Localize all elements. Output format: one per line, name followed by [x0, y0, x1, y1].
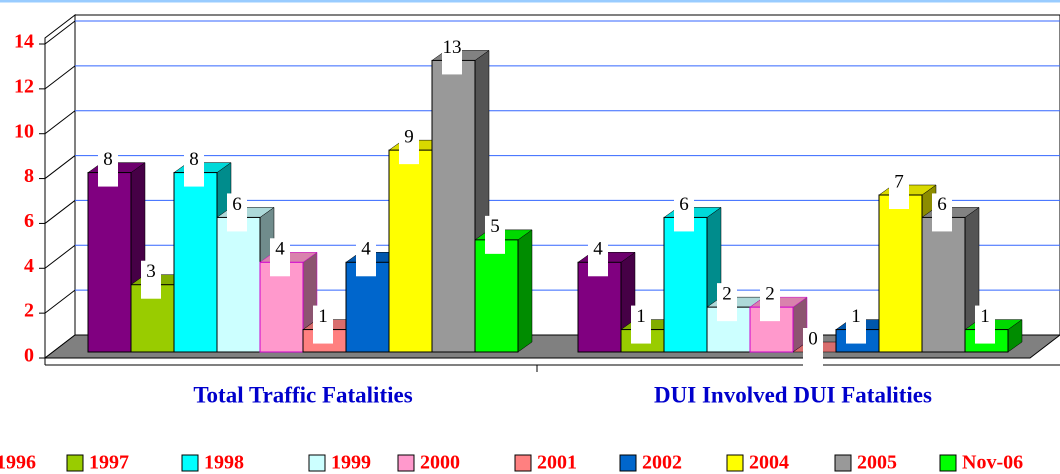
legend-label: 1999 [331, 452, 371, 474]
value-label-box [674, 193, 694, 232]
legend-swatch [397, 454, 415, 472]
legend-label: 1998 [204, 452, 244, 474]
value-label: 2 [765, 284, 775, 305]
value-label: 1 [851, 306, 861, 327]
x-tick-label: DUI Involved DUI Fatalities [654, 382, 932, 407]
bar [474, 239, 519, 353]
value-label-box [975, 305, 995, 344]
bar [388, 149, 433, 353]
legend-label: Nov-06 [962, 452, 1023, 474]
bar [921, 216, 966, 353]
value-label: 6 [679, 194, 689, 215]
value-label: 0 [808, 328, 818, 349]
value-label: 8 [189, 149, 199, 170]
value-label: 4 [275, 239, 285, 260]
legend-label: 2005 [857, 452, 897, 474]
value-label-box [227, 193, 247, 232]
value-label-box [313, 305, 333, 344]
legend-swatch [726, 454, 744, 472]
y-tick-label: 0 [24, 345, 34, 367]
value-label-box [889, 171, 909, 209]
value-label: 2 [722, 284, 732, 305]
legend-label: 2000 [420, 452, 460, 474]
grid-line [44, 110, 76, 135]
value-label: 9 [404, 127, 414, 148]
value-label: 5 [490, 216, 500, 237]
grid-line [44, 200, 76, 224]
value-label: 6 [937, 194, 947, 215]
value-label: 1 [318, 306, 328, 327]
bar [173, 172, 218, 353]
value-label: 3 [146, 261, 156, 282]
grid-line [44, 65, 76, 90]
value-label: 1 [636, 306, 646, 327]
value-label-box [760, 283, 780, 322]
y-tick-label: 12 [14, 75, 34, 97]
value-label-box [399, 126, 419, 165]
x-tick-label: Total Traffic Fatalities [193, 382, 412, 407]
value-label-box [588, 238, 608, 277]
y-tick-label: 14 [14, 31, 34, 53]
grid-line [44, 155, 76, 179]
value-label: 7 [894, 171, 904, 192]
y-tick-label: 10 [14, 120, 34, 142]
bar [878, 194, 923, 353]
bar [431, 59, 476, 353]
legend-swatch [514, 454, 532, 472]
value-label: 1 [980, 306, 990, 327]
y-tick-label: 2 [24, 300, 34, 322]
value-label-box [717, 283, 737, 322]
side-wall [44, 13, 76, 360]
value-label-box [184, 148, 204, 187]
value-label: 13 [443, 37, 462, 58]
value-label: 8 [103, 149, 113, 170]
legend-label: 2002 [642, 452, 682, 474]
y-tick-label: 8 [24, 165, 34, 187]
bar-side [517, 229, 533, 353]
value-label-box [442, 36, 462, 75]
legend-swatch [834, 454, 852, 472]
grid-line [44, 20, 76, 45]
y-tick-label: 4 [24, 255, 34, 277]
bar [87, 172, 132, 353]
value-label-box [356, 238, 376, 277]
legend-label: 1996 [0, 452, 36, 474]
grid-line [44, 244, 76, 269]
value-label: 4 [361, 239, 371, 260]
value-label-box [631, 305, 651, 344]
bar [216, 216, 261, 353]
value-label-box [98, 148, 118, 187]
value-label-box [485, 215, 505, 254]
legend-label: 2001 [537, 452, 577, 474]
value-label-box [803, 328, 823, 366]
value-label-box [932, 193, 952, 232]
value-label: 4 [593, 239, 603, 260]
legend-swatch [181, 454, 199, 472]
legend-swatch [66, 454, 84, 472]
value-label-box [141, 260, 161, 299]
bar [259, 261, 304, 353]
legend-label: 1997 [89, 452, 129, 474]
legend-swatch [939, 454, 957, 472]
value-label: 6 [232, 194, 242, 215]
y-tick-label: 6 [24, 210, 34, 232]
legend-label: 2004 [749, 452, 789, 474]
bar [663, 216, 708, 353]
value-label-box [270, 238, 290, 277]
value-label-box [846, 305, 866, 344]
legend-swatch [308, 454, 326, 472]
legend-swatch [619, 454, 637, 472]
grid-line [44, 289, 76, 314]
